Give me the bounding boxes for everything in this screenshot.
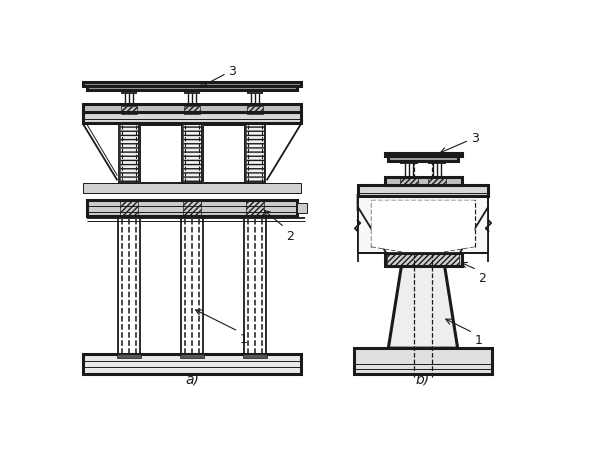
Text: b): b) — [416, 373, 430, 387]
Text: 2: 2 — [478, 272, 487, 285]
Bar — [119, 124, 138, 183]
Bar — [358, 197, 488, 252]
Text: 1: 1 — [475, 334, 482, 347]
Text: 3: 3 — [471, 132, 479, 145]
Bar — [388, 156, 458, 161]
Bar — [182, 123, 202, 183]
Bar — [385, 177, 461, 185]
Bar — [385, 252, 461, 266]
Bar — [387, 253, 459, 265]
Polygon shape — [371, 200, 475, 252]
Text: a): a) — [185, 373, 199, 387]
Bar — [400, 177, 418, 185]
Bar — [119, 123, 139, 183]
Bar — [179, 354, 205, 358]
Bar — [243, 354, 268, 358]
Bar — [246, 200, 265, 217]
Bar — [83, 354, 301, 374]
Bar — [86, 200, 298, 216]
Bar — [245, 123, 265, 183]
Bar — [246, 124, 265, 183]
Bar — [86, 86, 298, 90]
Bar — [354, 348, 492, 374]
Text: 1: 1 — [240, 333, 248, 346]
Bar — [121, 106, 137, 114]
Bar — [83, 112, 301, 123]
Bar — [119, 200, 138, 217]
Bar — [183, 124, 201, 183]
Bar — [184, 106, 200, 114]
Bar — [428, 177, 446, 185]
Bar — [183, 200, 201, 217]
Polygon shape — [388, 266, 458, 348]
Bar — [83, 183, 301, 193]
Text: 3: 3 — [228, 65, 236, 78]
Bar — [358, 185, 488, 197]
Text: 2: 2 — [286, 230, 294, 243]
Bar — [247, 106, 263, 114]
Bar — [83, 104, 301, 112]
Bar — [116, 354, 141, 358]
Bar — [83, 82, 301, 86]
Bar — [203, 125, 244, 182]
Bar — [140, 125, 181, 182]
Bar — [385, 153, 461, 156]
Bar — [298, 202, 307, 213]
